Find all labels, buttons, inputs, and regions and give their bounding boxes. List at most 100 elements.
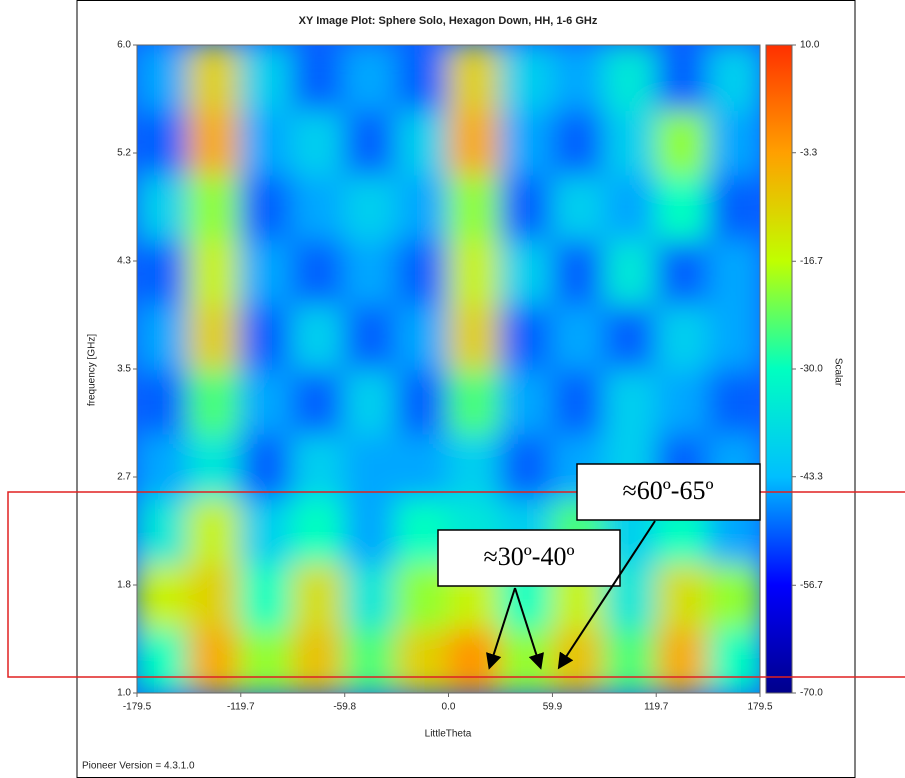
x-tick-label: 179.5 bbox=[747, 702, 772, 713]
arrow bbox=[486, 587, 516, 670]
colorbar-tick-label: -70.0 bbox=[800, 688, 823, 699]
heat-cell bbox=[499, 173, 554, 241]
heat-cell bbox=[343, 238, 398, 306]
x-tick-label: 119.7 bbox=[644, 702, 669, 713]
heat-cell bbox=[291, 432, 346, 500]
y-tick-label: 1.0 bbox=[117, 688, 131, 699]
y-tick-label: 3.5 bbox=[117, 364, 131, 375]
heat-cell bbox=[187, 108, 242, 176]
colorbar-label: Scalar bbox=[832, 358, 843, 387]
colorbar bbox=[765, 44, 793, 694]
heat-cell bbox=[395, 238, 450, 306]
heat-cell bbox=[291, 303, 346, 370]
heat-cell bbox=[187, 173, 242, 241]
heat-cell bbox=[499, 627, 554, 693]
heat-cell bbox=[395, 432, 450, 500]
heat-cell bbox=[239, 45, 294, 111]
heat-cell bbox=[343, 303, 398, 370]
heat-cell bbox=[291, 238, 346, 306]
heat-cell bbox=[395, 45, 450, 111]
heat-cell bbox=[551, 238, 606, 306]
heat-cell bbox=[291, 562, 346, 630]
highlight-box bbox=[7, 491, 905, 678]
heat-cell bbox=[187, 627, 242, 693]
colorbar-tick-label: -56.7 bbox=[800, 580, 823, 591]
heat-cell bbox=[239, 173, 294, 241]
heat-cell bbox=[137, 173, 190, 241]
heat-cell bbox=[447, 238, 502, 306]
heat-cell bbox=[655, 562, 710, 630]
y-tick-label: 5.2 bbox=[117, 148, 131, 159]
annotation-box bbox=[437, 529, 621, 587]
heat-cell bbox=[707, 562, 760, 630]
heat-cell bbox=[707, 368, 760, 435]
heat-cell bbox=[291, 45, 346, 111]
heat-cell bbox=[603, 173, 658, 241]
heat-cell bbox=[655, 173, 710, 241]
x-tick-label: -59.8 bbox=[333, 702, 356, 713]
heat-cell bbox=[291, 497, 346, 565]
heat-cell bbox=[447, 368, 502, 435]
footer: Pioneer Version = 4.3.1.0 bbox=[82, 761, 195, 772]
heat-cell bbox=[343, 173, 398, 241]
heat-cell bbox=[603, 303, 658, 370]
heat-cell bbox=[239, 497, 294, 565]
heat-cell bbox=[137, 432, 190, 500]
arrow bbox=[514, 587, 544, 670]
heat-cell bbox=[239, 238, 294, 306]
annotation-box bbox=[576, 463, 761, 521]
heat-cell bbox=[603, 45, 658, 111]
heat-cell bbox=[343, 627, 398, 693]
heat-cell bbox=[499, 108, 554, 176]
heat-cell bbox=[603, 368, 658, 435]
colorbar-tick-label: -16.7 bbox=[800, 256, 823, 267]
x-tick-label: 59.9 bbox=[543, 702, 563, 713]
heat-cell bbox=[239, 303, 294, 370]
heat-cell bbox=[137, 45, 190, 111]
heat-cell bbox=[239, 368, 294, 435]
annotation: ≈60º-65º bbox=[622, 476, 713, 505]
heat-cell bbox=[137, 368, 190, 435]
heat-cell bbox=[343, 368, 398, 435]
heat-cell bbox=[551, 108, 606, 176]
heat-cell bbox=[343, 108, 398, 176]
heat-cell bbox=[499, 45, 554, 111]
heat-cell bbox=[137, 108, 190, 176]
heat-cell bbox=[655, 368, 710, 435]
heat-cell bbox=[707, 45, 760, 111]
heat-cell bbox=[187, 303, 242, 370]
heat-cell bbox=[187, 238, 242, 306]
heat-cell bbox=[655, 303, 710, 370]
heat-cell bbox=[187, 45, 242, 111]
heat-cell bbox=[603, 238, 658, 306]
heat-cell bbox=[447, 432, 502, 500]
heat-cell bbox=[551, 173, 606, 241]
heat-cell bbox=[655, 238, 710, 306]
heat-cell bbox=[137, 238, 190, 306]
colorbar-tick-label: -3.3 bbox=[800, 147, 818, 158]
heat-cell bbox=[395, 303, 450, 370]
heat-cell bbox=[137, 497, 190, 565]
heat-cell bbox=[707, 173, 760, 241]
heat-cell bbox=[187, 368, 242, 435]
x-tick-label: 0.0 bbox=[442, 702, 456, 713]
heat-cell bbox=[707, 303, 760, 370]
colorbar-tick-label: 10.0 bbox=[800, 40, 820, 51]
heat-cell bbox=[291, 368, 346, 435]
heat-cell bbox=[499, 303, 554, 370]
heat-cell bbox=[447, 108, 502, 176]
heat-cell bbox=[395, 173, 450, 241]
heat-cell bbox=[447, 303, 502, 370]
heat-cell bbox=[343, 432, 398, 500]
heat-cell bbox=[603, 108, 658, 176]
heatmap bbox=[137, 45, 760, 693]
heat-cell bbox=[707, 238, 760, 306]
heat-cell bbox=[239, 627, 294, 693]
heat-cell bbox=[551, 303, 606, 370]
heat-cell bbox=[707, 627, 760, 693]
heat-cell bbox=[499, 368, 554, 435]
heat-cell bbox=[137, 562, 190, 630]
y-tick-label: 4.3 bbox=[117, 256, 131, 267]
x-tick-label: -179.5 bbox=[123, 702, 152, 713]
colorbar-tick-label: -43.3 bbox=[800, 471, 823, 482]
